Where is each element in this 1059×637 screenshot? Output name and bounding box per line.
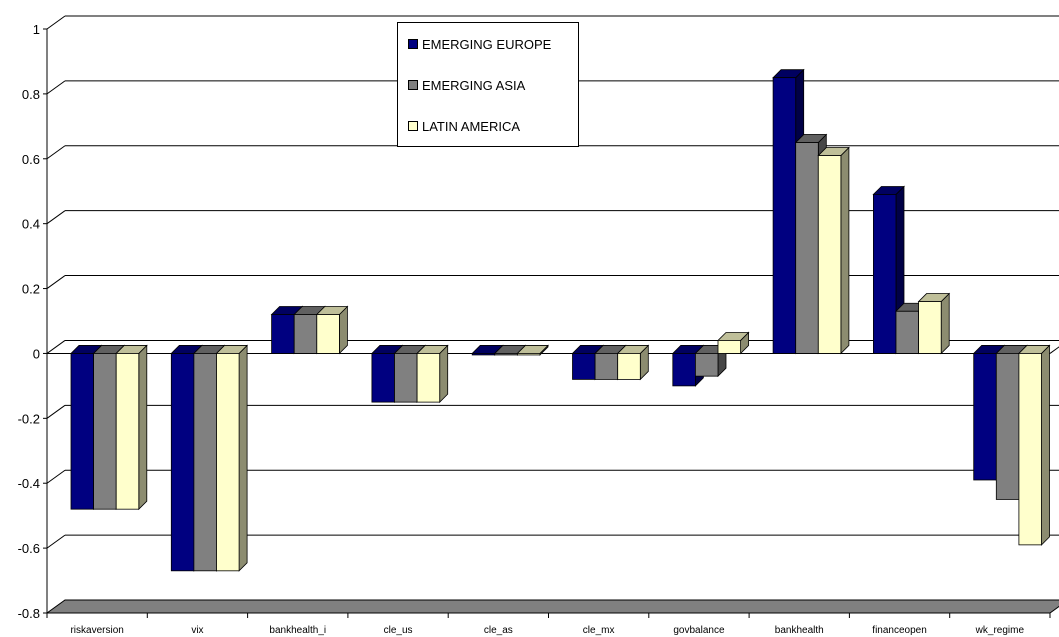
- bar-front: [70, 353, 95, 510]
- gridline-diagonal: [46, 15, 66, 30]
- gridline-diagonal: [46, 210, 66, 225]
- chart-walls: [45, 599, 1059, 614]
- legend-label: EMERGING ASIA: [422, 77, 526, 93]
- bar-latin-america: [917, 292, 951, 355]
- x-tick-label: cle_us: [384, 625, 413, 636]
- bar-front: [594, 353, 619, 380]
- x-tick-label: bankhealth_i: [269, 625, 326, 636]
- bar-latin-america: [315, 305, 349, 355]
- bar-front: [394, 353, 418, 403]
- bar-front: [517, 353, 541, 356]
- bar-front: [371, 353, 395, 403]
- bar-front: [995, 353, 1020, 500]
- bar-front: [115, 353, 140, 510]
- gridline-diagonal: [46, 404, 66, 419]
- bar-front: [93, 353, 117, 510]
- bar-side: [1041, 344, 1050, 546]
- legend-swatch: [408, 80, 418, 90]
- bar-front: [672, 353, 696, 387]
- y-axis-ticks: 1 0.8 0.6 0.4 0.2 0 -0.2 -0.4 -0.6 -0.8: [18, 22, 47, 621]
- bar-side: [138, 344, 148, 511]
- bar-front: [795, 142, 819, 354]
- bar-latin-america: [817, 146, 850, 355]
- bar-latin-america: [516, 344, 549, 356]
- bar-front: [1018, 353, 1042, 546]
- bar-front: [416, 353, 441, 403]
- gridline-diagonal: [46, 80, 66, 95]
- bars: [70, 68, 1051, 572]
- bar-front: [973, 353, 997, 481]
- legend-label: EMERGING EUROPE: [422, 36, 552, 52]
- bar-front: [494, 353, 518, 356]
- legend-item-emerging-asia: EMERGING ASIA: [408, 77, 526, 93]
- legend-swatch: [408, 121, 418, 131]
- bar-front: [271, 314, 295, 354]
- legend-item-emerging-europe: EMERGING EUROPE: [408, 36, 552, 52]
- bar-front: [216, 353, 240, 572]
- bar-front: [895, 310, 920, 354]
- bar-front: [316, 314, 340, 354]
- gridline-diagonal: [46, 534, 66, 549]
- bar-side: [840, 146, 850, 355]
- y-tick-label: -0.2: [18, 411, 40, 426]
- legend-label: LATIN AMERICA: [422, 118, 521, 134]
- bar-front: [772, 77, 797, 354]
- x-tick-label: riskaversion: [70, 625, 123, 636]
- gridline-diagonal: [46, 145, 66, 160]
- y-tick-label: 1: [33, 22, 40, 37]
- bar-front: [471, 353, 496, 356]
- x-tick-label: vix: [191, 625, 203, 636]
- y-tick-label: 0.8: [22, 87, 40, 102]
- bar-side: [439, 344, 449, 404]
- legend-swatch: [408, 39, 418, 49]
- y-tick-label: 0.6: [22, 152, 40, 167]
- legend: EMERGING EUROPE EMERGING ASIA LATIN AMER…: [397, 22, 579, 147]
- x-axis-depth-line: [1049, 346, 1059, 354]
- y-tick-label: -0.4: [18, 476, 40, 491]
- bar-front: [717, 340, 742, 354]
- bar-latin-america: [115, 344, 148, 511]
- y-tick-label: 0.2: [22, 282, 40, 297]
- x-tick-label: financeopen: [872, 625, 927, 636]
- gridline-diagonal: [46, 340, 66, 354]
- y-tick-label: -0.6: [18, 541, 40, 556]
- x-tick-label: bankhealth: [775, 625, 824, 636]
- y-tick-label: 0.4: [22, 217, 40, 232]
- bar-front: [817, 155, 842, 354]
- bar-front: [293, 314, 318, 354]
- x-tick-label: cle_mx: [583, 625, 615, 636]
- x-tick-label: cle_as: [484, 625, 513, 636]
- bar-latin-america: [215, 344, 249, 572]
- bar-front: [617, 353, 641, 380]
- bar-latin-america: [717, 331, 750, 355]
- legend-item-latin-america: LATIN AMERICA: [408, 118, 521, 134]
- bar-front: [193, 353, 217, 572]
- chart-floor: [45, 599, 1059, 614]
- y-tick-label: 0: [33, 346, 40, 361]
- bar-front: [170, 353, 195, 572]
- bar-side: [238, 344, 248, 572]
- gridline-diagonal: [46, 469, 66, 484]
- bar-latin-america: [616, 344, 650, 381]
- x-tick-label: govbalance: [673, 625, 725, 636]
- bar-front: [918, 301, 942, 354]
- bar-side: [940, 292, 950, 355]
- bar-front: [695, 353, 719, 377]
- bar-front: [873, 194, 897, 354]
- bar-latin-america: [1017, 344, 1051, 546]
- bar-latin-america: [416, 344, 449, 404]
- gridline-diagonal: [46, 275, 66, 289]
- x-tick-label: wk_regime: [975, 625, 1025, 636]
- bar-front: [572, 353, 596, 380]
- y-tick-label: -0.8: [18, 606, 40, 621]
- x-axis-labels: riskaversion vix bankhealth_i cle_us cle_as c…: [70, 625, 1024, 636]
